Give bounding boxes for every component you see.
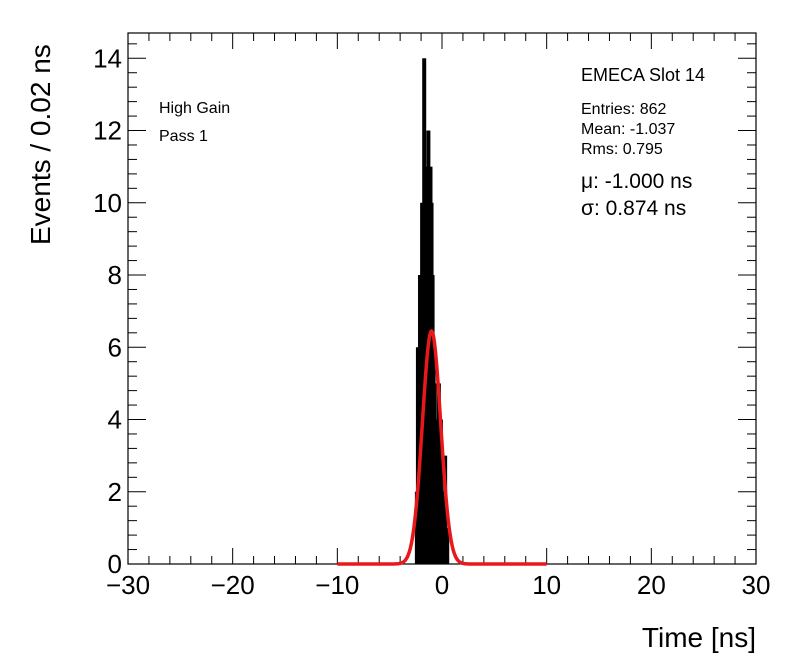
y-tick-label: 6: [108, 332, 122, 362]
x-tick-label: 10: [532, 570, 561, 600]
y-tick-label: 4: [108, 405, 122, 435]
y-tick-label: 10: [93, 188, 122, 218]
fit-curve: [337, 328, 547, 566]
x-tick-label: −10: [315, 570, 359, 600]
y-tick-label: 14: [93, 43, 122, 73]
stats-fit-mu: μ: -1.000 ns: [581, 170, 692, 193]
label-high-gain: High Gain: [159, 100, 230, 117]
histogram-bar: [436, 383, 441, 564]
stats-title: EMECA Slot 14: [581, 65, 705, 85]
stats-entries: Entries: 862: [581, 101, 666, 118]
x-axis-title: Time [ns]: [642, 622, 756, 653]
x-tick-label: −20: [211, 570, 255, 600]
x-tick-label: 30: [742, 570, 771, 600]
histogram-bar: [438, 419, 443, 564]
y-tick-label: 12: [93, 116, 122, 146]
gaussian-fit: [337, 328, 547, 566]
stats-rms: Rms: 0.795: [581, 141, 663, 158]
x-tick-label: −30: [106, 570, 150, 600]
x-tick-label: 0: [435, 570, 449, 600]
y-tick-label: 8: [108, 260, 122, 290]
stats-mean: Mean: -1.037: [581, 121, 675, 138]
histogram-bar: [445, 527, 450, 564]
x-tick-label: 20: [637, 570, 666, 600]
y-axis-title: Events / 0.02 ns: [25, 44, 56, 245]
y-tick-label: 2: [108, 477, 122, 507]
tick-labels: −30 −20 −10 0 10 20 30 0 2 4 6 8 10 12 14: [93, 43, 770, 600]
axis-ticks: [127, 33, 757, 565]
y-tick-label: 0: [108, 549, 122, 579]
label-pass: Pass 1: [159, 128, 208, 145]
stats-fit-sigma: σ: 0.874 ns: [581, 197, 686, 220]
histogram-bar: [443, 455, 448, 564]
